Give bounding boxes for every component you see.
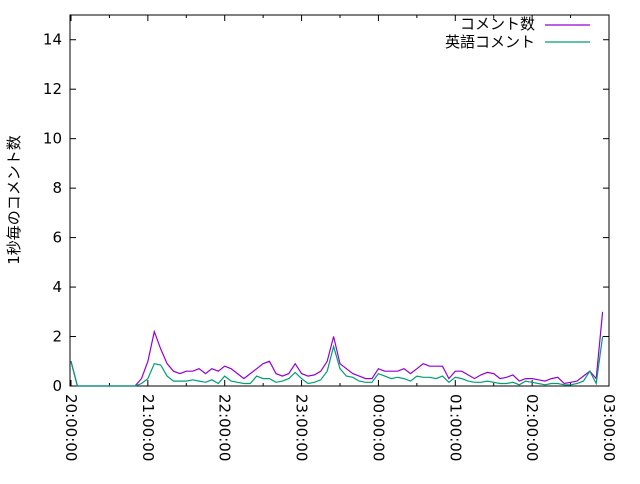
y-tick-label: 2 — [52, 328, 62, 346]
legend-label-0: コメント数 — [460, 15, 535, 33]
x-tick-label: 23:00:00 — [293, 394, 311, 461]
legend-label-1: 英語コメント — [445, 33, 535, 51]
y-tick-label: 10 — [43, 130, 62, 148]
y-tick-label: 4 — [52, 278, 62, 296]
y-tick-label: 14 — [43, 31, 62, 49]
x-tick-label: 21:00:00 — [139, 394, 157, 461]
series-line-1 — [70, 336, 604, 387]
x-tick-label: 01:00:00 — [446, 394, 464, 461]
series-line-0 — [70, 311, 604, 387]
y-axis-label: 1秒毎のコメント数 — [5, 135, 23, 265]
plot-border — [69, 14, 610, 387]
x-tick-label: 00:00:00 — [369, 394, 387, 461]
y-tick-label: 0 — [52, 377, 62, 395]
x-tick-label: 02:00:00 — [523, 394, 541, 461]
legend: コメント数 英語コメント — [445, 15, 590, 51]
x-tick-label: 20:00:00 — [62, 394, 80, 461]
x-tick-label: 03:00:00 — [600, 394, 618, 461]
y-tick-label: 6 — [52, 229, 62, 247]
y-tick-label: 12 — [43, 80, 62, 98]
y-tick-label: 8 — [52, 179, 62, 197]
x-tick-label: 22:00:00 — [216, 394, 234, 461]
